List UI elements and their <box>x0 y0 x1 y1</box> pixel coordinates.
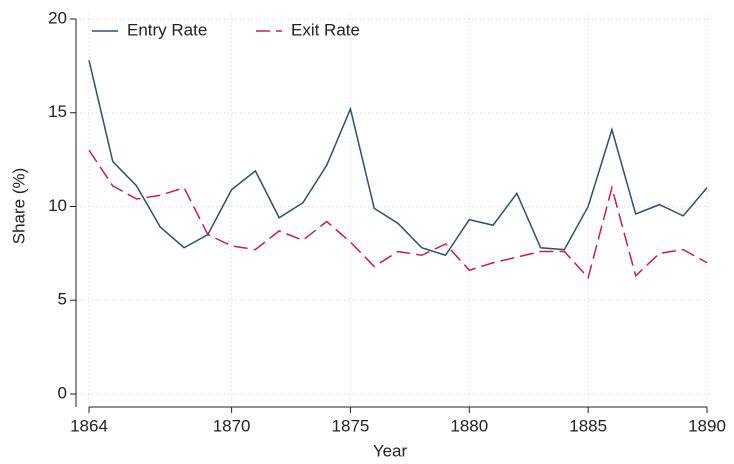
legend-label: Exit Rate <box>291 20 360 39</box>
y-tick-label: 10 <box>48 196 67 215</box>
y-tick-label: 5 <box>58 290 67 309</box>
y-tick-label: 20 <box>48 8 67 27</box>
x-tick-label: 1864 <box>70 416 108 435</box>
y-tick-label: 15 <box>48 102 67 121</box>
x-tick-label: 1885 <box>569 416 607 435</box>
x-axis-label: Year <box>373 441 408 460</box>
x-tick-label: 1875 <box>332 416 370 435</box>
y-axis-label: Share (%) <box>9 168 28 245</box>
y-tick-label: 0 <box>58 383 67 402</box>
legend-label: Entry Rate <box>127 20 207 39</box>
line-series <box>88 149 708 280</box>
line-series <box>88 60 708 257</box>
x-tick-label: 1880 <box>450 416 488 435</box>
x-tick-label: 1870 <box>213 416 251 435</box>
x-tick-label: 1890 <box>688 416 726 435</box>
